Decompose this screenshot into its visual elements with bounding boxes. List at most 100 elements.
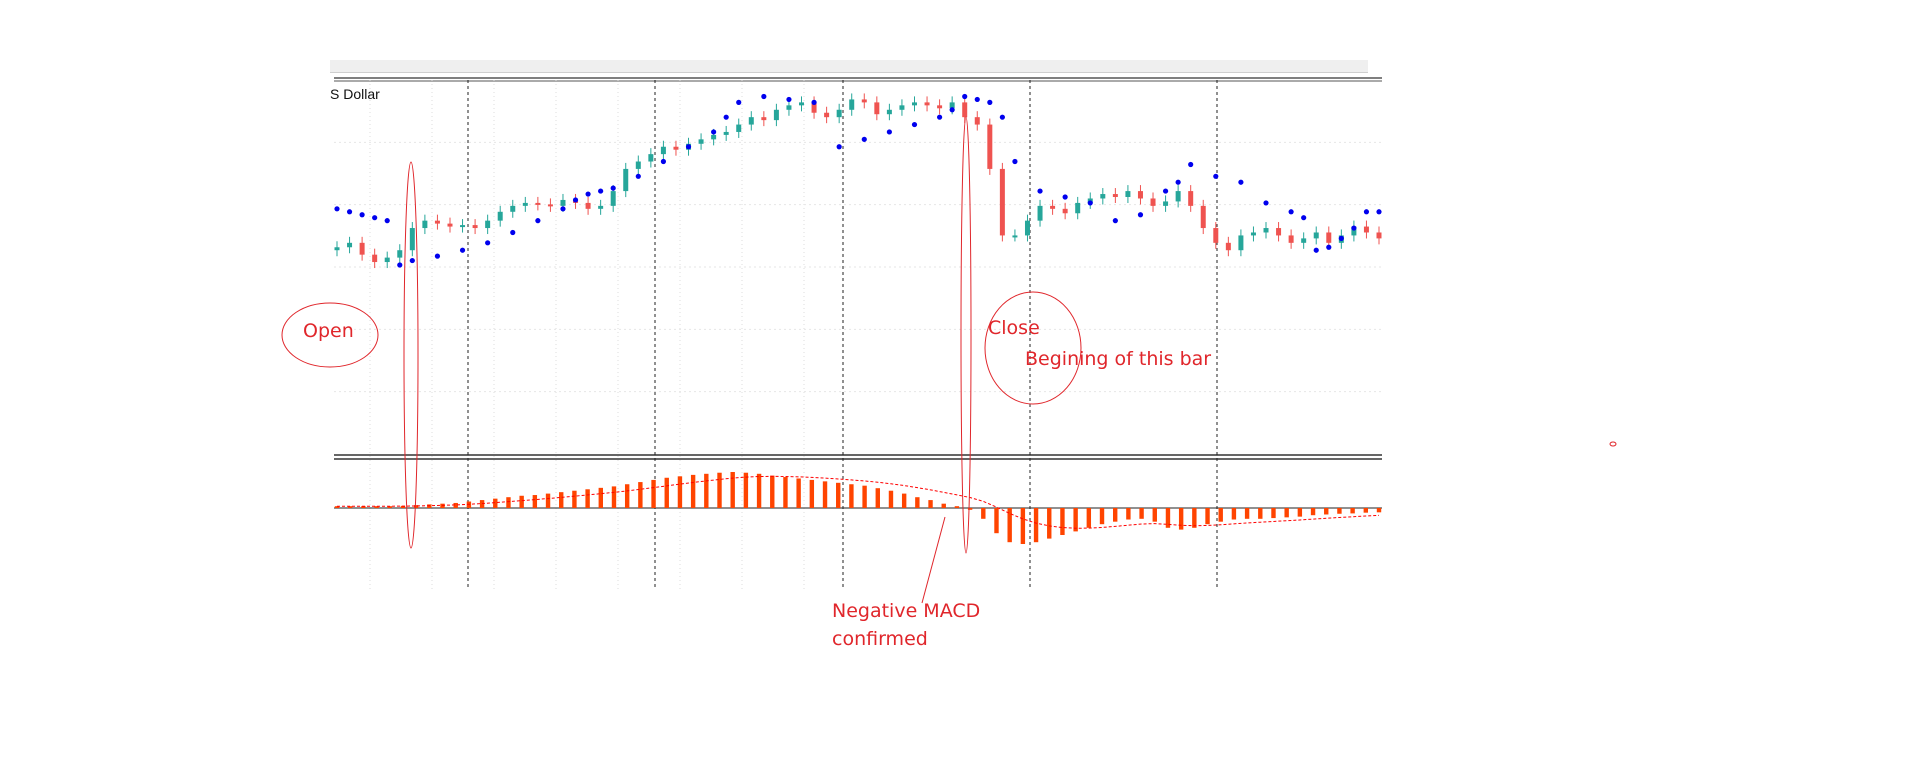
macd-bar xyxy=(875,488,880,508)
sar-dot xyxy=(346,209,353,215)
macd-bar xyxy=(994,508,999,534)
macd-bar xyxy=(493,498,498,508)
macd-bar xyxy=(717,472,722,508)
sar-dot xyxy=(359,212,365,218)
sar-dot xyxy=(1175,179,1181,185)
sar-dot xyxy=(1037,188,1043,194)
macd-bar xyxy=(862,485,867,508)
macd-bar xyxy=(677,476,683,508)
sar-dot xyxy=(1162,188,1169,194)
candle-body xyxy=(422,220,428,229)
sar-dot xyxy=(1376,209,1382,215)
macd-bar xyxy=(545,493,551,508)
open-annotation: Open xyxy=(303,320,354,342)
candle-body xyxy=(635,161,641,169)
candle-body xyxy=(372,254,378,263)
macd-bar xyxy=(1284,508,1289,518)
close-annotation: Close xyxy=(988,317,1040,339)
candle-body xyxy=(660,146,666,155)
macd-bar xyxy=(598,487,603,508)
sar-dot xyxy=(1338,235,1344,241)
macd-bar xyxy=(1271,508,1276,519)
candle-body xyxy=(1376,232,1382,239)
candle-body xyxy=(974,117,980,125)
candle-body xyxy=(397,250,403,258)
macd-bar xyxy=(427,504,432,508)
candle-body xyxy=(460,225,466,228)
macd-bar xyxy=(1324,508,1329,515)
macd-bar xyxy=(400,505,406,508)
begin-bar-annotation: Begining of this bar xyxy=(1025,348,1212,370)
candle-body xyxy=(409,228,415,251)
sar-dot xyxy=(660,158,667,165)
candle-body xyxy=(1363,226,1369,233)
macd-bar xyxy=(1205,508,1210,525)
macd-bar xyxy=(1192,508,1197,528)
macd-bar xyxy=(651,479,656,508)
macd-bar xyxy=(770,475,775,508)
macd-bar xyxy=(572,490,577,508)
candle-body xyxy=(673,146,679,150)
macd-bar xyxy=(1231,508,1237,520)
macd-bar xyxy=(1033,508,1039,543)
candle-body xyxy=(824,112,830,118)
macd-bar xyxy=(347,506,353,508)
candle-body xyxy=(560,199,566,206)
macd-bar xyxy=(1060,508,1065,535)
sar-dot xyxy=(510,229,516,236)
candle-body xyxy=(937,105,943,109)
candle-body xyxy=(836,109,842,118)
candle-body xyxy=(497,211,503,221)
candle-body xyxy=(899,105,905,110)
candle-body xyxy=(999,168,1005,236)
macd-bar xyxy=(611,486,617,508)
sar-dot xyxy=(334,206,340,212)
sar-dot xyxy=(1238,179,1244,185)
candle-body xyxy=(384,257,390,263)
sar-dot xyxy=(974,96,980,103)
candle-body xyxy=(1326,232,1332,243)
sar-dot xyxy=(560,206,566,212)
macd-bar xyxy=(1258,508,1263,519)
macd-bar xyxy=(809,479,815,508)
macd-bar xyxy=(954,506,960,508)
candle-body xyxy=(359,242,365,255)
macd-bar xyxy=(690,474,696,508)
macd-bar xyxy=(783,477,788,508)
sar-dot xyxy=(1112,218,1118,224)
candle-body xyxy=(1301,238,1307,243)
candle-body xyxy=(1200,205,1206,229)
sar-dot xyxy=(1012,158,1018,165)
candle-body xyxy=(711,134,717,140)
candle-body xyxy=(886,109,892,115)
sar-dot xyxy=(736,99,742,105)
macd-bar xyxy=(941,503,946,508)
sar-dot xyxy=(485,240,491,246)
sar-dot xyxy=(1288,209,1294,215)
negative-macd-annotation: Negative MACD xyxy=(832,600,981,622)
macd-bar xyxy=(743,472,749,508)
macd-bar xyxy=(981,508,986,519)
candle-body xyxy=(1112,194,1118,197)
sar-dot xyxy=(999,114,1005,120)
sar-dot xyxy=(572,197,579,203)
candle-body xyxy=(1276,228,1282,236)
candle-body xyxy=(773,109,779,121)
candle-body xyxy=(1163,201,1169,206)
candle-body xyxy=(799,102,805,106)
macd-bar xyxy=(1099,508,1105,525)
sar-dot xyxy=(1213,173,1219,179)
candle-body xyxy=(1288,235,1294,243)
macd-bar xyxy=(1073,508,1078,532)
candle-body xyxy=(347,242,353,248)
candle-body xyxy=(547,204,553,207)
macd-bar xyxy=(901,493,907,508)
sar-dot xyxy=(886,129,892,135)
candle-body xyxy=(472,225,478,229)
macd-bar xyxy=(519,495,524,508)
sar-dot xyxy=(1263,200,1269,206)
macd-bar xyxy=(836,482,841,508)
macd-bar xyxy=(1178,508,1184,530)
candle-body xyxy=(1050,205,1056,209)
candle-body xyxy=(1150,198,1156,206)
